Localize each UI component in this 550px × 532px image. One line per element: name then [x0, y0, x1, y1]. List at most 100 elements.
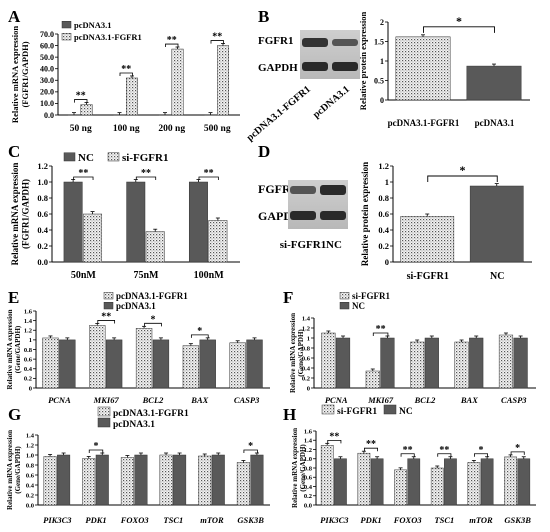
chart-e-ytick-label: 1.6: [24, 308, 33, 315]
chart-e-ytick-label: 0: [29, 385, 32, 392]
chart-h-category-label: TSC1: [434, 515, 454, 525]
chart-a-legend-label: pcDNA3.1: [74, 20, 112, 30]
chart-g-bar: [95, 454, 109, 506]
chart-a-ytick-label: 60.0: [40, 41, 54, 50]
chart-f-category-label: MKI67: [367, 395, 394, 405]
chart-e-significance-bracket: [190, 334, 209, 338]
chart-h-bar: [320, 445, 334, 506]
chart-g-legend-label: pcDNA3.1-FGFR1: [113, 409, 189, 419]
blot-b-band-gapdh-lane2: [332, 62, 358, 71]
chart-e-significance-bracket: [97, 320, 116, 324]
chart-d-ytick-label: 0: [385, 257, 389, 267]
chart-h-category-label: mTOR: [469, 515, 493, 525]
chart-f-bar: [454, 341, 469, 389]
chart-c-bar: [145, 231, 165, 263]
chart-c-category-label: 50nM: [71, 270, 97, 281]
chart-h-ytick-label: 1.6: [304, 428, 313, 435]
chart-c-ytick-label: 1.2: [37, 161, 48, 171]
chart-c-bar: [126, 181, 146, 263]
chart-a-ytick-label: 20.0: [40, 88, 54, 97]
chart-e-significance-bracket: [144, 322, 162, 327]
chart-h-bar: [370, 458, 384, 506]
chart-c-ytick-label: 0.4: [37, 225, 48, 235]
chart-c-ytick-label: 0.8: [37, 193, 48, 203]
chart-h-significance-bracket: [437, 453, 452, 457]
chart-d-bar: [469, 185, 524, 263]
chart-h-bar: [517, 458, 531, 506]
chart-e-legend-swatch: [103, 302, 114, 310]
chart-b-ytick-label: 0: [380, 96, 384, 105]
chart-c-ylabel: Relative mRNA expression(FGFR1/GAPDH): [10, 163, 30, 266]
panel-letter-h: H: [283, 405, 296, 424]
chart-h-ytick-label: 0.0: [304, 502, 312, 509]
chart-a-legend-label: pcDNA3.1-FGFR1: [74, 32, 142, 42]
chart-c-significance-bracket: [73, 176, 94, 180]
chart-c-significance-mark: **: [78, 168, 88, 179]
chart-e-bar: [246, 339, 263, 389]
chart-b-significance-mark: *: [456, 14, 462, 28]
chart-b-ytick-label: 0.5: [374, 76, 384, 85]
chart-f-bar: [321, 332, 336, 389]
chart-d-significance-mark: *: [460, 163, 466, 177]
chart-e-category-label: BAX: [190, 395, 208, 405]
chart-h-ytick-label: 1.2: [304, 447, 312, 454]
chart-f-legend-label: si-FGFR1: [352, 291, 390, 301]
chart-h-significance-mark: **: [403, 445, 413, 456]
chart-g-legend-swatch: [97, 406, 111, 417]
chart-h-significance-mark: **: [329, 431, 339, 442]
chart-b-ytick-label: 2: [380, 18, 384, 27]
charts-layer: 0.010.020.030.040.050.060.070.0Relative …: [6, 12, 536, 525]
blot-b-band-fgfr1-lane1: [302, 38, 328, 47]
blot-b-gapdh-label: GAPDH: [258, 62, 298, 74]
chart-c-legend-label: si-FGFR1: [122, 152, 168, 164]
blot-b-band-gapdh-lane1: [302, 62, 328, 71]
blot-b-band-fgfr1-lane2: [332, 39, 358, 46]
chart-h-bar: [504, 456, 517, 506]
chart-a-significance-mark: **: [121, 64, 131, 75]
chart-a-bar: [171, 48, 184, 116]
chart-h-significance-bracket: [474, 453, 488, 457]
chart-a-ytick-label: 70.0: [40, 30, 54, 39]
chart-g-legend-swatch: [97, 417, 111, 428]
chart-f-ytick-label: 1.2: [302, 325, 310, 332]
chart-f-ytick-label: 1.4: [302, 315, 311, 322]
chart-b-ytick-label: 1.5: [374, 37, 384, 46]
chart-g-ytick-label: 0.6: [26, 472, 35, 479]
chart-e-ylabel: Relative mRNA expression(Gene/GAPDH): [6, 309, 22, 389]
chart-a-significance-bracket: [74, 99, 88, 103]
chart-g-ylabel: Relative mRNA expression(Gene/GAPDH): [6, 430, 22, 510]
chart-d-bar: [400, 216, 455, 263]
chart-e-significance-mark: *: [151, 314, 156, 325]
chart-h-significance-mark: *: [479, 445, 484, 456]
chart-g-bar: [57, 454, 71, 506]
chart-e-category-label: BCL2: [142, 395, 165, 405]
chart-d-ytick-label: 0.4: [378, 225, 389, 235]
chart-a-legend-swatch: [61, 21, 72, 29]
chart-h-bar: [480, 458, 494, 506]
chart-e-bar: [59, 339, 76, 389]
chart-c-bar: [83, 213, 103, 263]
chart-c-bar: [208, 220, 228, 263]
chart-a-category-label: 500 ng: [204, 124, 231, 134]
chart-f-bar: [335, 337, 351, 389]
chart-h-significance-bracket: [364, 447, 378, 452]
blot-d-lane-label-1: si-FGFR1: [280, 239, 326, 251]
chart-h-category-label: PDK1: [360, 515, 381, 525]
chart-h-bar: [357, 452, 371, 506]
chart-g-bar: [159, 454, 173, 506]
chart-f-category-label: CASP3: [501, 395, 527, 405]
chart-c-significance-mark: **: [141, 168, 151, 179]
chart-f-ytick-label: 1: [307, 335, 310, 342]
chart-c-ytick-label: 0.0: [37, 257, 48, 267]
chart-h-bar: [430, 467, 444, 506]
chart-d: 0 0.2 0.4 0.6 0.8 1 1.2 Relative protein expres…: [360, 161, 532, 282]
blot-d-band-fgfr1-lane1: [290, 186, 316, 194]
chart-c-legend-label: NC: [78, 152, 94, 164]
chart-a-bar: [217, 45, 230, 116]
chart-e-bar: [229, 342, 246, 389]
chart-f-ytick-label: 0: [307, 385, 310, 392]
chart-e-bar: [135, 328, 153, 389]
chart-f-bar: [380, 337, 395, 389]
